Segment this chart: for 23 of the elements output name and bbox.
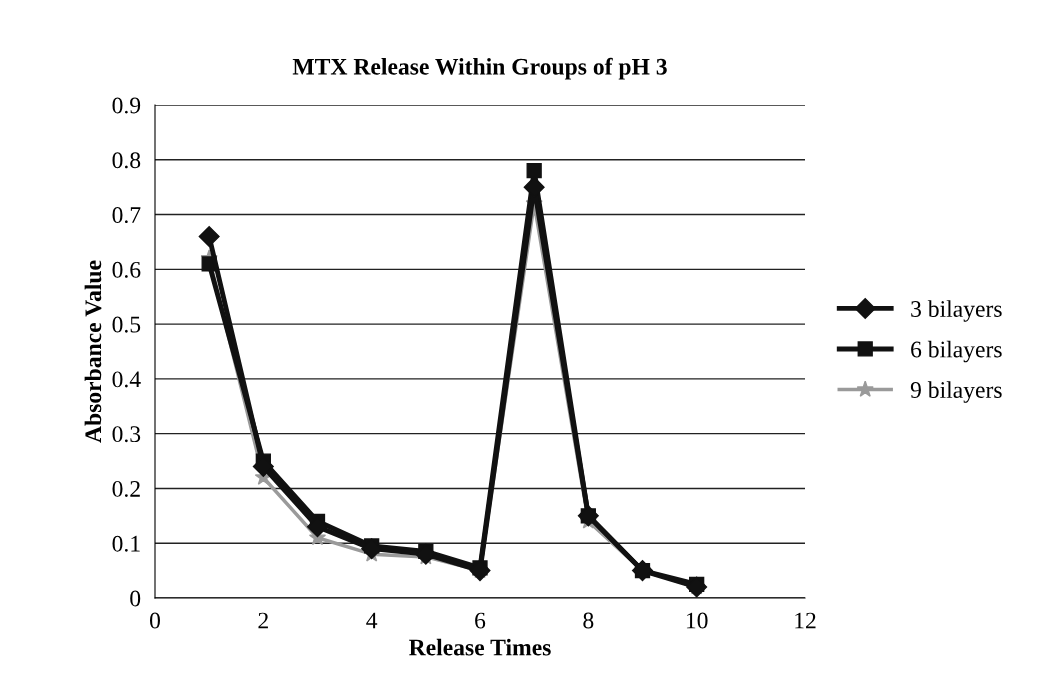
chart-title: MTX Release Within Groups of pH 3 [292,57,667,80]
y-tick-label: 0.2 [112,480,140,497]
x-tick-label: 12 [795,612,816,629]
y-tick-label: 0.6 [112,261,141,278]
legend-label: 9 bilayers [910,381,1002,403]
y-tick-label: 0.3 [112,426,141,443]
legend-label: 3 bilayers [911,300,1002,322]
x-tick-label: 0 [150,612,160,629]
y-tick-label: 0.1 [112,535,140,552]
x-tick-label: 4 [366,612,378,629]
y-tick-label: 0.7 [112,207,141,224]
y-tick-label: 0.9 [112,97,141,114]
x-tick-label: 6 [475,612,486,629]
x-axis-title: Release Times [409,638,551,656]
y-tick-label: 0.5 [112,316,141,333]
y-axis-title: Absorbance Value [84,260,102,443]
y-tick-label: 0.8 [112,152,141,169]
y-tick-label: 0.4 [112,371,141,388]
legend-label: 6 bilayers [911,340,1002,363]
y-tick-label: 0 [130,590,141,607]
x-tick-label: 2 [258,612,268,629]
x-tick-label: 10 [686,612,708,629]
x-tick-label: 8 [583,612,594,629]
